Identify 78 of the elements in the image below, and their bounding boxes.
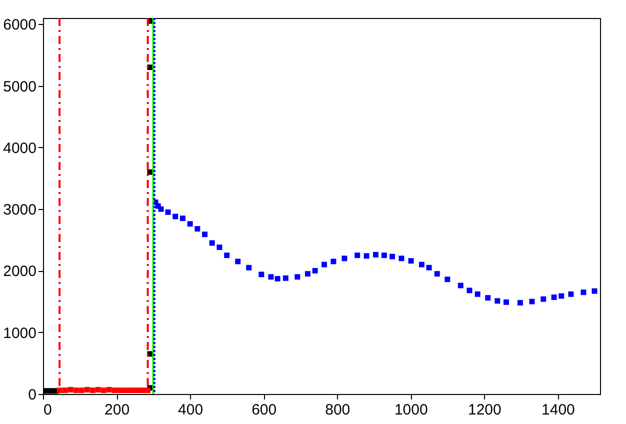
point bbox=[172, 214, 178, 220]
point bbox=[180, 216, 186, 222]
point bbox=[73, 388, 79, 394]
y-tick-label: 5000 bbox=[3, 78, 36, 96]
point bbox=[474, 291, 480, 297]
point bbox=[140, 388, 146, 394]
point bbox=[304, 271, 310, 277]
point bbox=[106, 386, 112, 392]
point bbox=[580, 290, 586, 296]
x-tick-label: 800 bbox=[325, 402, 350, 418]
point bbox=[592, 288, 598, 294]
point bbox=[364, 253, 370, 259]
point bbox=[95, 386, 101, 392]
point bbox=[342, 256, 348, 262]
x-tick-label: 1000 bbox=[394, 402, 428, 418]
point bbox=[112, 388, 118, 394]
point bbox=[294, 274, 300, 280]
point bbox=[209, 240, 215, 246]
point bbox=[235, 258, 241, 264]
point bbox=[282, 275, 288, 281]
point bbox=[165, 209, 171, 215]
y-tick-label: 1000 bbox=[3, 324, 36, 342]
point bbox=[568, 291, 574, 297]
point bbox=[390, 254, 396, 260]
y-tick-label: 2000 bbox=[3, 263, 36, 280]
x-tick-label: 200 bbox=[104, 402, 130, 418]
x-tick-label: 600 bbox=[252, 402, 277, 418]
point bbox=[62, 388, 68, 394]
point bbox=[100, 388, 106, 394]
point bbox=[381, 252, 387, 258]
point bbox=[216, 244, 222, 250]
point bbox=[434, 271, 440, 277]
point bbox=[90, 388, 96, 394]
point bbox=[444, 276, 450, 282]
point bbox=[158, 206, 164, 212]
point bbox=[268, 274, 274, 280]
point bbox=[258, 272, 264, 278]
point bbox=[312, 268, 318, 274]
y-tick-label: 0 bbox=[28, 386, 36, 404]
point bbox=[122, 388, 128, 394]
point bbox=[517, 300, 523, 306]
point bbox=[466, 288, 472, 294]
point bbox=[84, 386, 90, 392]
x-tick-label: 1400 bbox=[542, 402, 575, 418]
point bbox=[187, 221, 193, 227]
point bbox=[147, 169, 153, 175]
x-tick-label: 400 bbox=[178, 402, 204, 418]
point bbox=[551, 294, 557, 300]
point bbox=[128, 388, 134, 394]
point bbox=[418, 262, 424, 268]
point bbox=[426, 264, 432, 270]
point bbox=[529, 298, 535, 304]
point bbox=[246, 264, 252, 270]
point bbox=[78, 388, 84, 394]
y-tick-label: 6000 bbox=[3, 16, 36, 34]
point bbox=[504, 299, 509, 305]
point bbox=[68, 386, 74, 392]
point bbox=[330, 258, 336, 264]
y-tick-label: 3000 bbox=[3, 202, 36, 219]
y-tick-label: 4000 bbox=[3, 140, 36, 157]
point bbox=[202, 232, 208, 238]
point bbox=[322, 262, 327, 268]
point bbox=[134, 388, 140, 394]
point bbox=[274, 276, 280, 282]
point bbox=[408, 258, 414, 264]
point bbox=[224, 252, 230, 258]
point bbox=[372, 252, 378, 258]
point bbox=[398, 256, 404, 262]
x-tick-label: 0 bbox=[44, 402, 52, 418]
point bbox=[354, 252, 360, 258]
point bbox=[540, 296, 546, 302]
point bbox=[117, 388, 123, 394]
point bbox=[558, 293, 564, 299]
point bbox=[458, 282, 464, 288]
x-tick-label: 1200 bbox=[468, 402, 502, 418]
point bbox=[485, 295, 491, 301]
point bbox=[494, 298, 500, 304]
point bbox=[194, 226, 200, 232]
